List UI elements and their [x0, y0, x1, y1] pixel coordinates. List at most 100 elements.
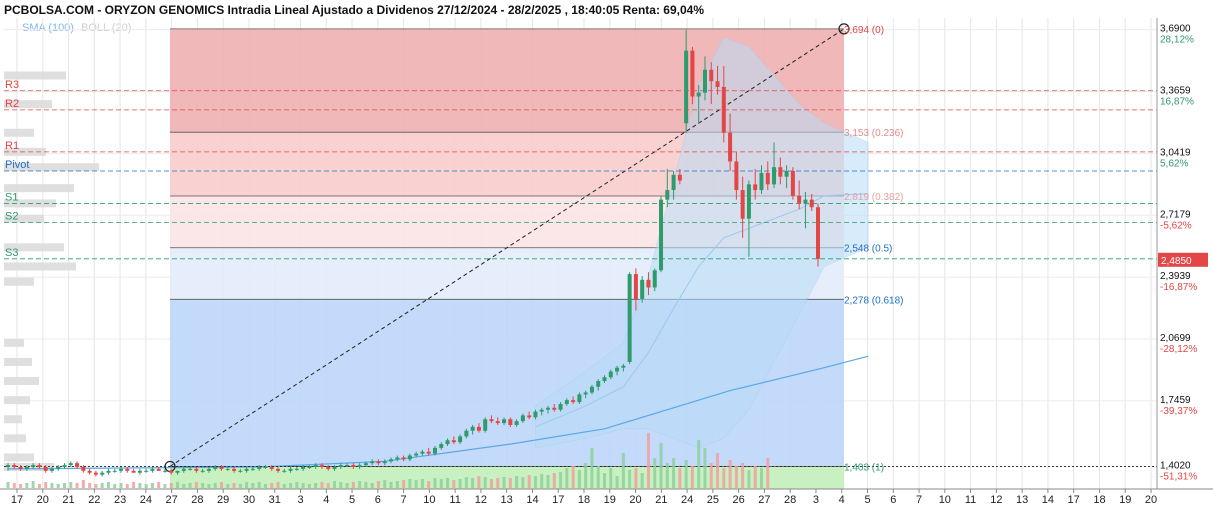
candle-body [401, 457, 406, 460]
volume-bar [81, 480, 85, 488]
candle-body [476, 426, 481, 431]
candle-body [357, 465, 362, 467]
volume-bar [182, 484, 186, 488]
legend-sma[interactable]: SMA (100) [22, 22, 74, 34]
volume-bar [351, 482, 355, 488]
volume-bar [100, 483, 104, 488]
volume-bar [734, 466, 738, 488]
volume-bar [389, 482, 393, 488]
percent-tick-label: -51,31% [1160, 472, 1197, 483]
candle-body [571, 400, 576, 403]
candle-body [307, 466, 312, 468]
candle-body [351, 465, 356, 467]
date-tick-label: 6 [890, 494, 896, 506]
candle-body [539, 409, 544, 412]
candle-body [816, 207, 820, 259]
price-tick-label: 2,0699 [1160, 333, 1191, 344]
candle-body [633, 274, 638, 299]
volume-bar [596, 466, 600, 488]
volume-bar [628, 470, 632, 488]
pivot-label-r3: R3 [5, 79, 19, 91]
volume-bar [402, 480, 406, 488]
date-axis[interactable]: 17 20 21 22 23 24 27 28 29 30 31 3 4 5 6 7 10 11 12 13 14 17 1… [0, 488, 1213, 512]
volume-bar [345, 483, 349, 488]
candle-body [87, 470, 92, 473]
volume-bar [496, 478, 500, 488]
volume-bar [678, 468, 682, 488]
volume-bar [546, 475, 550, 488]
trend-handle-end [838, 23, 850, 35]
date-tick-label: 12 [475, 494, 487, 506]
volume-bar [119, 483, 123, 488]
volume-bar [44, 482, 48, 488]
date-tick-label: 3 [297, 494, 303, 506]
candle-body [615, 367, 620, 372]
candle-body [112, 470, 117, 472]
volume-bar [684, 460, 688, 488]
candle-body [458, 436, 463, 443]
volume-profile-bar [4, 377, 39, 386]
candle-body [671, 174, 676, 191]
candle-body [301, 466, 306, 469]
trend-line-path [169, 28, 845, 467]
date-tick-label: 5 [864, 494, 870, 506]
candle-body [294, 468, 299, 470]
candle-body [489, 419, 494, 422]
date-tick-label: 3 [813, 494, 819, 506]
volume-profile-bar [4, 434, 26, 443]
date-tick-label: 20 [629, 494, 641, 506]
candle-body [276, 468, 280, 471]
candle-body [31, 465, 36, 467]
date-tick-label: 31 [269, 494, 281, 506]
candle-body [602, 377, 607, 382]
volume-bar [251, 483, 255, 488]
bollinger-middle [535, 193, 869, 428]
candle-body [24, 466, 29, 469]
date-tick-label: 6 [375, 494, 381, 506]
volume-bar [395, 481, 399, 488]
volume-profile-bar [4, 184, 74, 193]
volume-bar [741, 463, 745, 488]
candle-body [93, 472, 98, 475]
candle-body [225, 468, 230, 470]
date-tick-label: 21 [655, 494, 667, 506]
volume-bar [659, 443, 663, 488]
volume-bar [176, 482, 180, 488]
candle-body [200, 470, 205, 472]
volume-bar [37, 484, 41, 488]
candle-body [338, 465, 343, 467]
pivot-label-r1: R1 [5, 140, 19, 152]
volume-bar [521, 477, 525, 488]
candle-body [558, 403, 563, 410]
volume-bar [408, 479, 412, 488]
candle-body [728, 132, 733, 162]
candle-body [288, 468, 293, 471]
candle-body [684, 50, 689, 124]
date-tick-label: 7 [401, 494, 407, 506]
legend-boll[interactable]: BOLL (20) [81, 22, 132, 34]
percent-tick-label: -5,62% [1160, 220, 1192, 231]
date-tick-label: 20 [37, 494, 49, 506]
volume-bar [452, 480, 456, 488]
volume-bar [439, 479, 443, 488]
volume-bar [646, 433, 650, 488]
fib-level-label: 1,403 (1) [844, 462, 884, 473]
price-tick-label: 1,4020 [1160, 461, 1191, 472]
candle-body [420, 451, 425, 454]
volume-bar [75, 483, 79, 488]
candle-body [483, 419, 488, 431]
volume-bar [653, 458, 657, 488]
volume-bar [709, 463, 713, 488]
date-tick-label: 10 [939, 494, 951, 506]
candle-body [49, 468, 54, 471]
candle-body [238, 470, 243, 472]
candle-body [269, 466, 274, 469]
candle-body [690, 50, 695, 97]
pivot-label-pivot: Pivot [5, 159, 29, 171]
volume-bar [621, 453, 625, 488]
candle-body [621, 365, 626, 368]
volume-bar [6, 482, 10, 488]
volume-bar [508, 478, 512, 488]
